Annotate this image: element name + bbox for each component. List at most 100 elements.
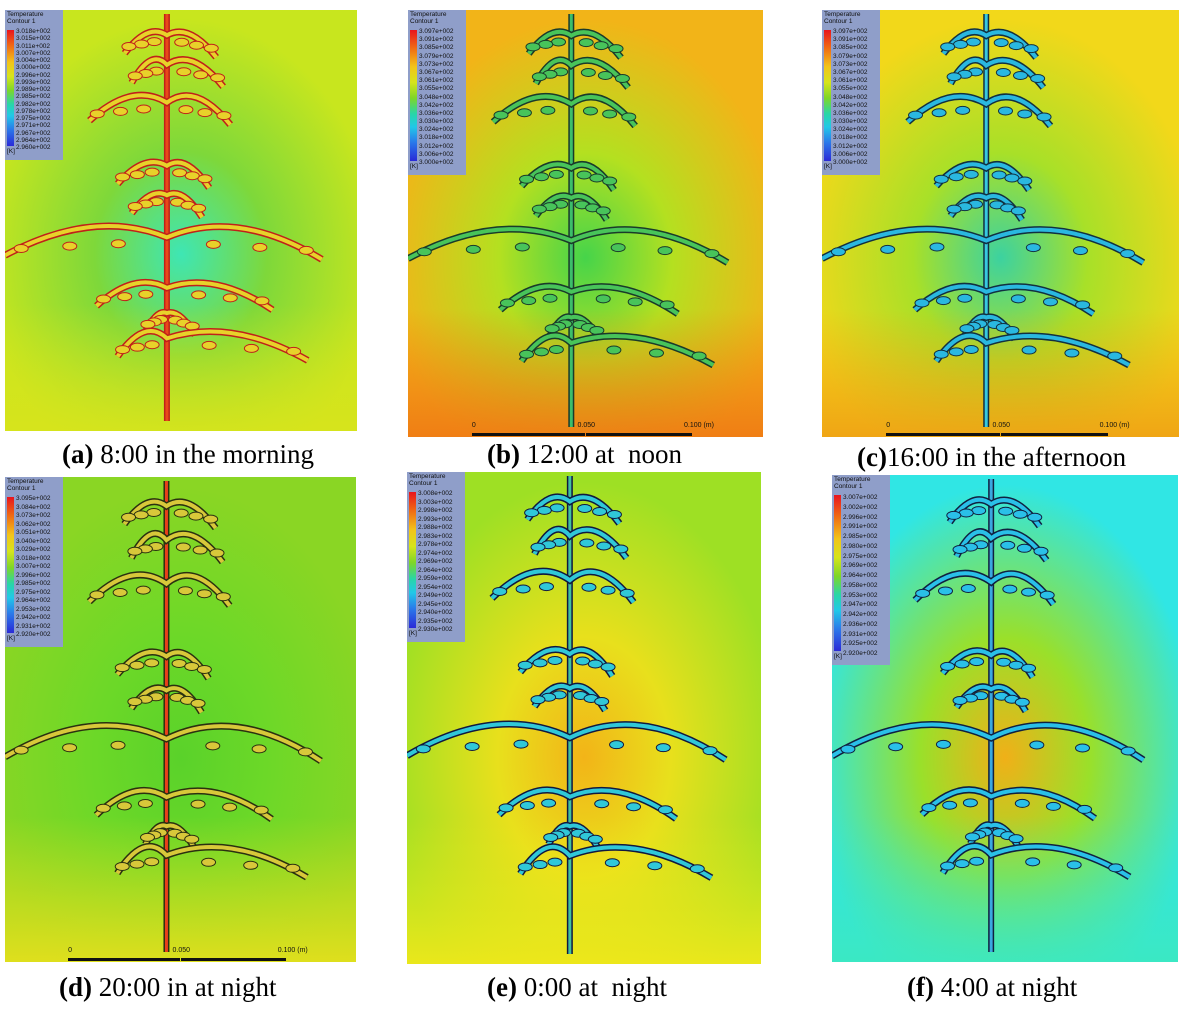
legend-tick-label: 3.061e+002: [833, 77, 868, 85]
legend-tick-label: 2.996e+002: [843, 513, 878, 521]
legend-title-text: Temperature: [824, 11, 861, 18]
plant-c: [822, 14, 1146, 427]
legend-tick-label: 2.942e+002: [843, 611, 878, 618]
legend-tick-label: 2.949e+002: [418, 592, 453, 599]
legend-tick-label: 2.988e+002: [418, 524, 453, 531]
legend-title-text: Temperature: [7, 11, 44, 18]
caption-a: (a) 8:00 in the morning: [62, 439, 314, 470]
legend-tick-label: 3.018e+002: [16, 28, 51, 35]
legend-tick-label: 3.007e+002: [16, 49, 51, 57]
legend-tick-label: 2.985e+002: [16, 580, 51, 587]
legend-tick-label: 3.085e+002: [833, 44, 868, 52]
legend-tick-label: 2.936e+002: [843, 620, 878, 628]
legend-unit-b: [K]: [410, 163, 418, 170]
legend-tick-label: 2.978e+002: [418, 541, 453, 548]
legend-title-a: Temperature Contour 1: [5, 10, 63, 25]
legend-ticks-c: 3.097e+002 3.091e+002 3.085e+002 3.079e+002…: [833, 28, 868, 167]
legend-tick-label: 3.051e+002: [16, 529, 51, 536]
legend-tick-label: 2.945e+002: [418, 600, 453, 608]
legend-tick-label: 3.091e+002: [419, 36, 454, 44]
legend-tick-label: 3.073e+002: [16, 512, 51, 519]
contour-field-a: [5, 10, 357, 431]
legend-title-e: Temperature Contour 1: [407, 472, 465, 487]
scale-label: 0.050: [172, 947, 191, 954]
legend-tick-label: 2.953e+002: [843, 591, 878, 599]
plant-e: [407, 476, 728, 954]
legend-tick-label: 2.920e+002: [16, 631, 51, 638]
legend-tick-label: 3.036e+002: [833, 109, 868, 117]
legend-tick-label: 2.930e+002: [418, 626, 453, 633]
caption-letter-d: (d): [59, 972, 92, 1002]
caption-text-f: 4:00 at night: [940, 972, 1078, 1002]
legend-tick-label: 3.015e+002: [16, 35, 51, 43]
legend-colorbar-f: [834, 495, 841, 651]
legend-tick-label: 2.925e+002: [843, 640, 878, 648]
legend-tick-label: 3.079e+002: [419, 52, 454, 60]
scale-label: 0: [68, 947, 73, 954]
legend-tick-label: 3.011e+002: [16, 42, 51, 50]
legend-tick-label: 3.073e+002: [833, 60, 868, 68]
scale-bar-segment: [68, 958, 181, 961]
legend-tick-label: 3.067e+002: [419, 68, 454, 76]
legend-tick-label: 3.048e+002: [419, 93, 454, 101]
legend-tick-label: 3.097e+002: [419, 28, 454, 35]
legend-tick-label: 3.062e+002: [16, 520, 51, 528]
scale-bar-segment: [585, 433, 692, 436]
legend-tick-label: 2.958e+002: [843, 581, 878, 589]
legend-tick-label: 3.055e+002: [419, 85, 454, 93]
contour-panel-d: Temperature Contour 1 3.095e+002 3.084e+002…: [5, 477, 356, 962]
legend-subtitle-text: Contour 1: [834, 483, 863, 490]
legend-tick-label: 3.018e+002: [16, 554, 51, 562]
legend-tick-label: 3.000e+002: [833, 159, 868, 166]
legend-tick-label: 2.996e+002: [16, 571, 51, 579]
legend-tick-label: 2.931e+002: [843, 630, 878, 638]
legend-tick-label: 3.003e+002: [418, 498, 453, 506]
legend-tick-label: 2.960e+002: [16, 144, 51, 151]
legend-tick-label: 3.006e+002: [419, 150, 454, 158]
legend-tick-label: 2.947e+002: [843, 601, 878, 609]
legend-unit-e: [K]: [409, 630, 417, 637]
legend-unit-f: [K]: [834, 653, 842, 660]
legend-d: Temperature Contour 1 3.095e+002 3.084e+002…: [5, 477, 63, 647]
legend-ticks-d: 3.095e+002 3.084e+002 3.073e+002 3.062e+002…: [16, 495, 51, 640]
legend-ticks-e: 3.008e+002 3.003e+002 2.998e+002 2.993e+002…: [418, 490, 453, 635]
legend-tick-label: 2.982e+002: [16, 100, 51, 108]
legend-tick-label: 2.985e+002: [843, 533, 878, 540]
contour-field-f: [832, 475, 1178, 962]
legend-colorbar-c: [824, 30, 831, 161]
legend-tick-label: 3.091e+002: [833, 36, 868, 44]
legend-tick-label: 3.095e+002: [16, 495, 51, 502]
plant-b: [408, 14, 730, 427]
plant-f: [832, 479, 1146, 952]
legend-tick-label: 3.073e+002: [419, 60, 454, 68]
legend-tick-label: 2.978e+002: [16, 107, 51, 115]
legend-subtitle-text: Contour 1: [824, 18, 853, 25]
legend-subtitle-text: Contour 1: [7, 18, 36, 25]
legend-tick-label: 3.079e+002: [833, 52, 868, 60]
legend-tick-label: 2.969e+002: [418, 558, 453, 565]
legend-tick-label: 3.048e+002: [833, 93, 868, 101]
legend-tick-label: 2.940e+002: [418, 609, 453, 616]
legend-subtitle-text: Contour 1: [410, 18, 439, 25]
legend-tick-label: 2.989e+002: [16, 86, 51, 93]
legend-tick-label: 2.964e+002: [843, 572, 878, 579]
plant-d: [5, 481, 323, 952]
scale-bar-segment: [1000, 433, 1108, 436]
caption-c: (c)16:00 in the afternoon: [857, 442, 1126, 473]
legend-tick-label: 2.920e+002: [843, 650, 878, 657]
legend-tick-label: 2.931e+002: [16, 622, 51, 630]
legend-title-text: Temperature: [7, 478, 44, 485]
legend-title-text: Temperature: [410, 11, 447, 18]
legend-tick-label: 3.030e+002: [419, 118, 454, 126]
legend-tick-label: 3.036e+002: [419, 109, 454, 117]
legend-tick-label: 2.964e+002: [418, 566, 453, 574]
legend-title-text: Temperature: [409, 473, 446, 480]
legend-tick-label: 3.040e+002: [16, 537, 51, 545]
plant-a: [5, 14, 324, 421]
legend-title-c: Temperature Contour 1: [822, 10, 880, 25]
legend-tick-label: 2.935e+002: [418, 617, 453, 625]
legend-tick-label: 3.012e+002: [833, 142, 868, 150]
contour-field-b: [408, 10, 763, 437]
legend-tick-label: 2.953e+002: [16, 605, 51, 613]
legend-tick-label: 2.996e+002: [16, 71, 51, 79]
